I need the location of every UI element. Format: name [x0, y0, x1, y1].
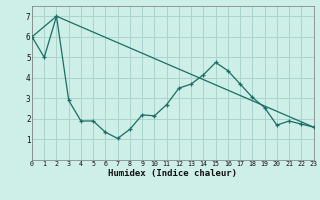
X-axis label: Humidex (Indice chaleur): Humidex (Indice chaleur) — [108, 169, 237, 178]
